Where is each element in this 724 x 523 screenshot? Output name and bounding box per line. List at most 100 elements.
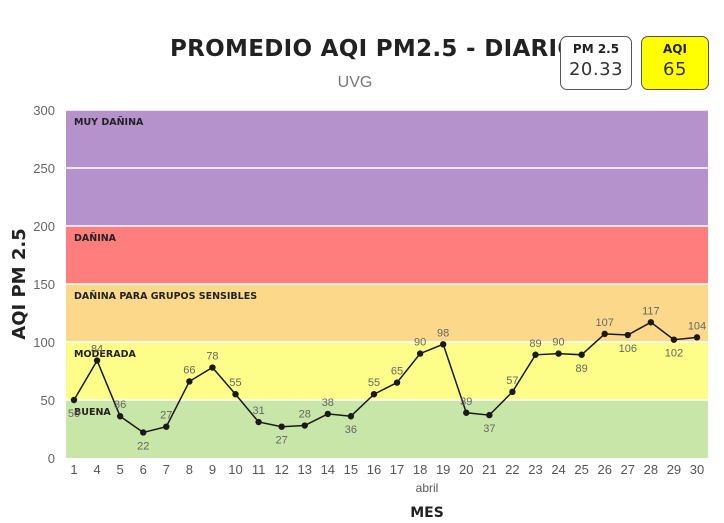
data-point-12: [347, 413, 355, 420]
x-tick-label-26: 29: [667, 462, 681, 477]
x-tick-label-9: 12: [274, 462, 288, 477]
x-tick-label-18: 21: [482, 462, 496, 477]
aqi-label: AQI: [663, 42, 687, 56]
data-label-12: 36: [345, 424, 357, 436]
data-label-21: 90: [552, 337, 564, 349]
data-label-1: 84: [91, 344, 103, 356]
x-tick-label-4: 7: [163, 462, 170, 477]
data-point-26: [670, 336, 678, 343]
chart-title: PROMEDIO AQI PM2.5 - DIARIO: [170, 36, 578, 62]
chart-subtitle: UVG: [337, 74, 373, 91]
data-point-25: [647, 319, 655, 326]
data-label-22: 89: [576, 363, 588, 375]
data-point-15: [416, 350, 424, 357]
data-point-18: [486, 411, 493, 419]
x-tick-label-11: 14: [321, 462, 335, 477]
data-point-19: [509, 388, 516, 396]
data-label-10: 28: [299, 409, 311, 421]
data-label-19: 57: [506, 375, 518, 387]
data-label-4: 27: [160, 410, 172, 422]
x-tick-label-8: 11: [252, 462, 266, 477]
data-label-16: 98: [437, 327, 449, 339]
x-tick-label-14: 17: [390, 462, 404, 477]
data-label-3: 22: [137, 440, 149, 452]
data-label-15: 90: [414, 337, 426, 349]
data-label-14: 65: [391, 366, 403, 378]
data-label-9: 27: [276, 435, 288, 447]
data-point-8: [255, 418, 262, 426]
pm25-card: PM 2.5 20.33: [560, 36, 632, 90]
data-point-6: [209, 364, 216, 371]
data-point-22: [578, 351, 585, 358]
y-tick-label-5: 250: [33, 161, 55, 176]
x-tick-label-3: 6: [140, 462, 147, 477]
band-1: [66, 342, 708, 400]
data-label-8: 31: [252, 405, 264, 417]
y-tick-label-6: 300: [33, 103, 55, 118]
x-tick-label-22: 25: [574, 462, 588, 477]
x-tick-label-1: 4: [93, 462, 100, 477]
x-group-label: abril: [416, 481, 439, 495]
data-point-20: [532, 351, 539, 358]
data-label-24: 106: [619, 343, 637, 355]
data-point-10: [301, 422, 308, 429]
band-2: [66, 284, 708, 342]
band-3: [66, 226, 708, 284]
x-tick-label-25: 28: [644, 462, 658, 477]
data-point-3: [140, 429, 147, 436]
y-tick-label-1: 50: [41, 393, 55, 408]
data-label-7: 55: [229, 377, 241, 389]
data-point-14: [393, 379, 401, 386]
y-axis-title: AQI PM 2.5: [9, 228, 30, 339]
y-tick-label-0: 0: [48, 451, 55, 466]
x-tick-label-6: 9: [209, 462, 216, 477]
data-point-11: [324, 410, 332, 418]
data-label-6: 78: [206, 351, 218, 363]
data-label-2: 36: [114, 399, 126, 411]
data-label-0: 50: [68, 408, 80, 420]
data-label-20: 89: [529, 338, 541, 350]
x-tick-label-19: 22: [505, 462, 519, 477]
data-point-9: [278, 423, 285, 430]
x-tick-label-17: 20: [459, 462, 473, 477]
data-point-27: [693, 334, 701, 341]
data-label-18: 37: [483, 423, 495, 435]
x-tick-label-27: 30: [690, 462, 704, 477]
band-label-0: BUENA: [74, 407, 111, 418]
data-point-4: [163, 423, 170, 430]
data-point-13: [370, 391, 378, 398]
x-tick-label-23: 26: [597, 462, 611, 477]
data-point-1: [93, 357, 101, 364]
x-tick-label-13: 16: [367, 462, 381, 477]
data-point-7: [232, 391, 239, 398]
band-label-2: DAÑINA PARA GRUPOS SENSIBLES: [74, 291, 257, 302]
band-label-3: DAÑINA: [74, 233, 117, 244]
y-tick-label-4: 200: [33, 219, 55, 234]
data-label-27: 104: [688, 320, 706, 332]
x-tick-label-5: 8: [186, 462, 193, 477]
y-tick-label-2: 100: [33, 335, 55, 350]
x-tick-label-21: 24: [551, 462, 565, 477]
data-point-24: [624, 331, 631, 339]
pm25-label: PM 2.5: [572, 42, 620, 56]
x-tick-label-0: 1: [70, 462, 77, 477]
data-label-23: 107: [596, 317, 614, 329]
aqi-card: AQI 65: [641, 36, 709, 90]
x-tick-label-12: 15: [344, 462, 358, 477]
band-label-1: MODERADA: [74, 349, 136, 360]
aqi-value: 65: [663, 59, 687, 80]
x-tick-label-2: 5: [117, 462, 124, 477]
data-label-25: 117: [642, 305, 660, 317]
band-label-4: MUY DAÑINA: [74, 117, 144, 128]
band-0: [66, 400, 708, 458]
data-label-5: 66: [183, 364, 195, 376]
x-axis-title: MES: [410, 505, 444, 521]
data-point-21: [555, 350, 562, 357]
x-tick-label-24: 27: [621, 462, 635, 477]
data-point-23: [601, 330, 608, 338]
x-tick-label-7: 10: [228, 462, 242, 477]
x-tick-label-16: 19: [436, 462, 450, 477]
data-point-2: [116, 413, 124, 420]
pm25-value: 20.33: [568, 59, 624, 80]
